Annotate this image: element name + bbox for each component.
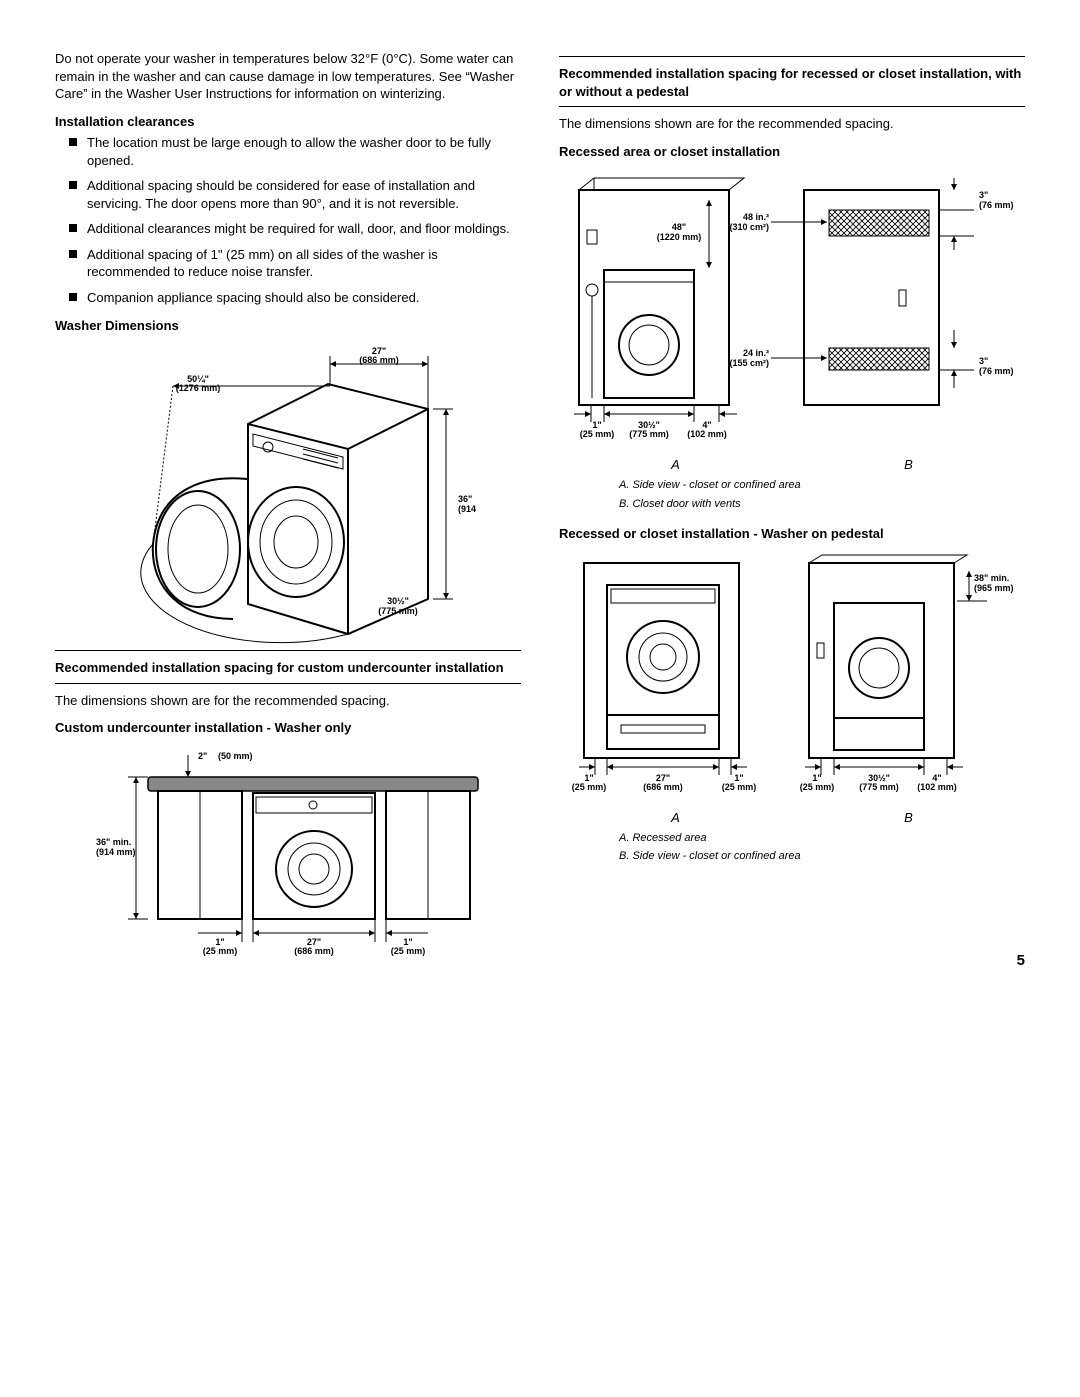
svg-text:(914 mm): (914 mm): [458, 504, 478, 514]
svg-text:(102 mm): (102 mm): [917, 782, 957, 792]
page-number: 5: [1017, 951, 1025, 971]
svg-text:48 in.²: 48 in.²: [743, 212, 769, 222]
legend-1b: B. Closet door with vents: [619, 497, 1025, 512]
intro-text: Do not operate your washer in temperatur…: [55, 50, 521, 103]
svg-text:(25 mm): (25 mm): [800, 782, 835, 792]
svg-text:24 in.²: 24 in.²: [743, 348, 769, 358]
svg-text:30½": 30½": [387, 596, 409, 606]
svg-text:(775 mm): (775 mm): [859, 782, 899, 792]
svg-text:(25 mm): (25 mm): [391, 946, 426, 956]
legend-2b: B. Side view - closet or confined area: [619, 849, 1025, 864]
svg-text:2": 2": [198, 751, 207, 761]
svg-text:3": 3": [979, 356, 988, 366]
clearance-item: Companion appliance spacing should also …: [69, 289, 521, 307]
svg-text:(25 mm): (25 mm): [203, 946, 238, 956]
recessed-title: Recommended installation spacing for rec…: [559, 65, 1025, 100]
svg-text:(25 mm): (25 mm): [722, 782, 757, 792]
legend-2a: A. Recessed area: [619, 831, 1025, 846]
svg-text:(76 mm): (76 mm): [979, 200, 1014, 210]
washer-dimensions-diagram: 27" (686 mm) 50¼" (1276 mm) 36" (914 mm)…: [98, 344, 478, 644]
svg-text:(686 mm): (686 mm): [294, 946, 334, 956]
clearances-heading: Installation clearances: [55, 113, 521, 131]
svg-text:(155 cm²): (155 cm²): [729, 358, 769, 368]
svg-text:(686 mm): (686 mm): [643, 782, 683, 792]
left-column: Do not operate your washer in temperatur…: [55, 50, 521, 963]
svg-text:(965 mm): (965 mm): [974, 583, 1014, 593]
ab-labels-2: AB: [559, 809, 1025, 827]
recessed-sub1: Recessed area or closet installation: [559, 143, 1025, 161]
closet-diagram: 48" (1220 mm) 1" (25 mm) 30½" (775 mm) 4…: [559, 170, 1029, 450]
legend-1a: A. Side view - closet or confined area: [619, 478, 1025, 493]
svg-text:(102 mm): (102 mm): [687, 429, 727, 439]
washer-dims-heading: Washer Dimensions: [55, 317, 521, 335]
svg-text:(76 mm): (76 mm): [979, 366, 1014, 376]
clearance-item: The location must be large enough to all…: [69, 134, 521, 169]
svg-text:3": 3": [979, 190, 988, 200]
svg-text:(1220 mm): (1220 mm): [657, 232, 702, 242]
clearance-item: Additional clearances might be required …: [69, 220, 521, 238]
recessed-sub2: Recessed or closet installation - Washer…: [559, 525, 1025, 543]
ab-labels-1: AB: [559, 456, 1025, 474]
undercounter-intro: The dimensions shown are for the recomme…: [55, 692, 521, 710]
svg-text:(914 mm): (914 mm): [96, 847, 136, 857]
svg-text:(775 mm): (775 mm): [629, 429, 669, 439]
svg-text:36" min.: 36" min.: [96, 837, 131, 847]
right-column: Recommended installation spacing for rec…: [559, 50, 1025, 963]
svg-text:(25 mm): (25 mm): [572, 782, 607, 792]
svg-text:(686 mm): (686 mm): [359, 355, 399, 365]
undercounter-diagram: 2" (50 mm) 36" min. (914 mm): [88, 747, 488, 957]
svg-text:48": 48": [672, 222, 686, 232]
clearance-item: Additional spacing of 1" (25 mm) on all …: [69, 246, 521, 281]
svg-text:(310 cm²): (310 cm²): [729, 222, 769, 232]
svg-text:38" min.: 38" min.: [974, 573, 1009, 583]
svg-text:(25 mm): (25 mm): [580, 429, 615, 439]
undercounter-title: Recommended installation spacing for cus…: [55, 659, 521, 677]
svg-text:(775 mm): (775 mm): [378, 606, 418, 616]
pedestal-diagram: 1" (25 mm) 27" (686 mm) 1" (25 mm) 38" m…: [559, 553, 1029, 803]
svg-text:36": 36": [458, 494, 472, 504]
undercounter-sub: Custom undercounter installation - Washe…: [55, 719, 521, 737]
svg-text:(50 mm): (50 mm): [218, 751, 253, 761]
clearances-list: The location must be large enough to all…: [69, 134, 521, 306]
recessed-intro: The dimensions shown are for the recomme…: [559, 115, 1025, 133]
svg-text:(1276 mm): (1276 mm): [176, 383, 221, 393]
clearance-item: Additional spacing should be considered …: [69, 177, 521, 212]
